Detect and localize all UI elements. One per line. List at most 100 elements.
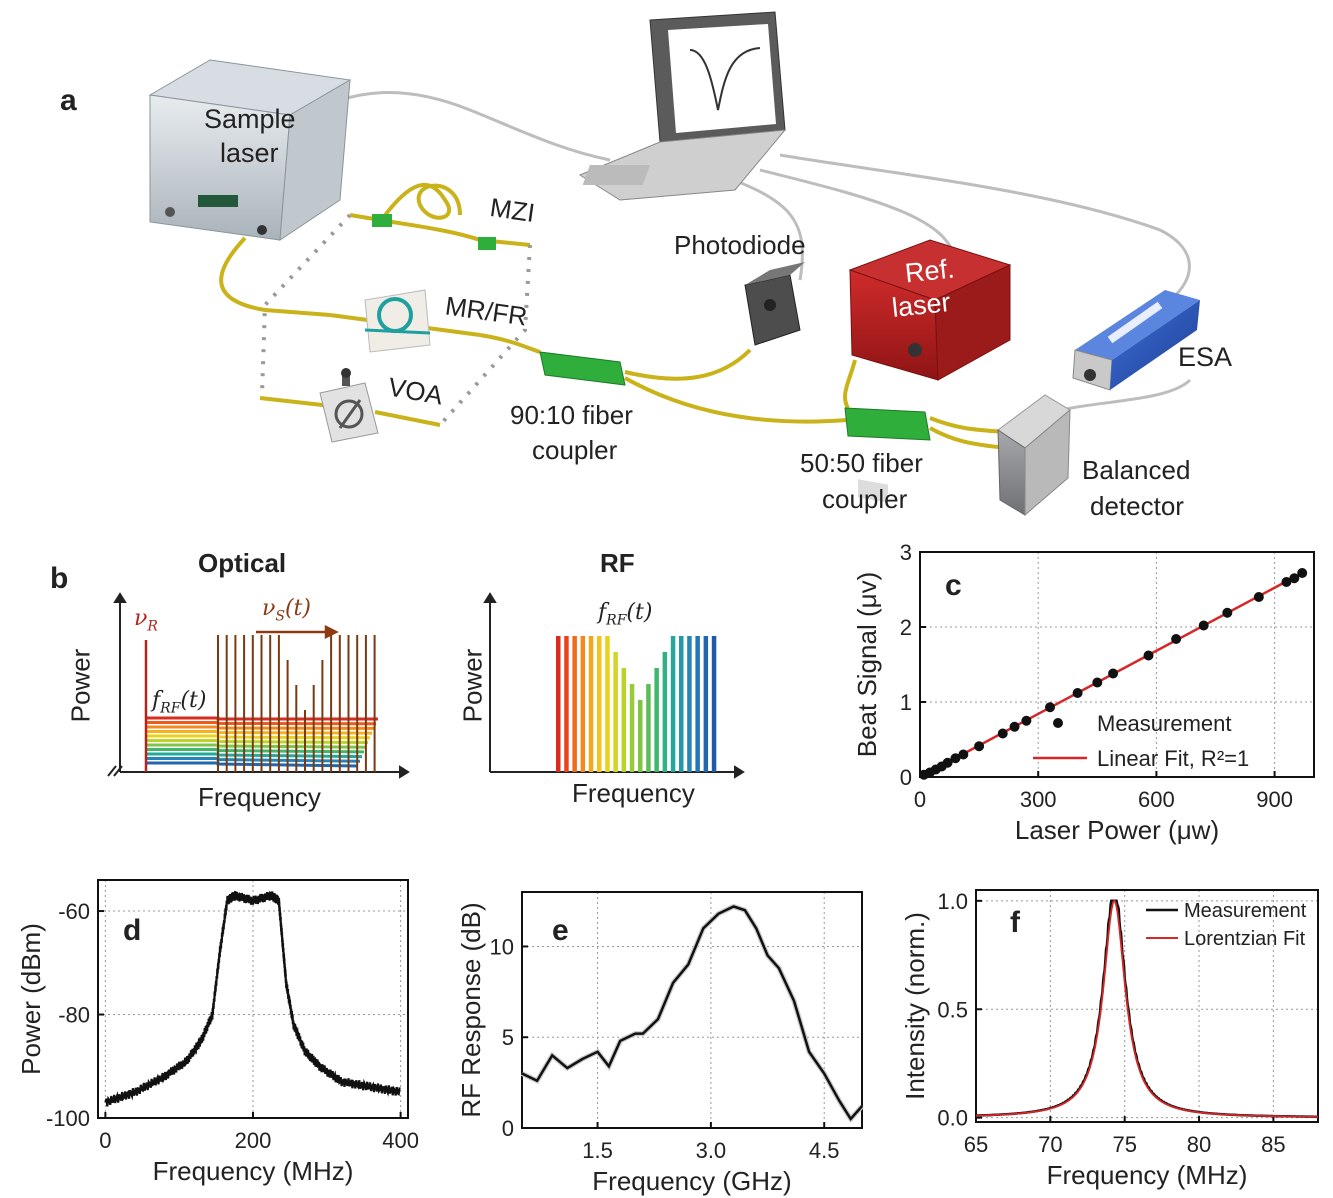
x-axis-label: Frequency (MHz) (1047, 1160, 1248, 1190)
grid (522, 892, 862, 1129)
rf-bar (588, 636, 594, 772)
panel-a-letter: a (60, 84, 77, 117)
rf-bar (654, 668, 659, 772)
legend-marker-measurement (1053, 718, 1063, 728)
optical-ylabel: Power (65, 648, 96, 723)
panel-letter: e (552, 914, 569, 947)
x-axis-label: Laser Power (μw) (1015, 815, 1219, 845)
data-point (1171, 634, 1182, 644)
x-tick-label: 0 (99, 1128, 111, 1153)
panel-e: 1.5 3.0 4.5 0 5 10 Frequency (GHz) RF Response … (448, 870, 878, 1198)
data-point (1045, 702, 1056, 713)
x-tick-label: 600 (1138, 787, 1175, 812)
data-point (974, 741, 985, 752)
panel-b-letter: b (50, 562, 69, 595)
data-point (1297, 568, 1308, 578)
optical-step-line (146, 730, 373, 735)
label-photodiode: Photodiode (674, 230, 806, 260)
rf-bar (711, 636, 717, 772)
data-point (1281, 577, 1292, 587)
rf-title: RF (600, 548, 635, 578)
data-point (997, 728, 1008, 739)
data-point (1198, 620, 1209, 631)
f-rf-rf-label: fRF(t) (598, 600, 653, 629)
x-tick-label: 200 (235, 1128, 272, 1153)
y-tick-label: 1.0 (937, 889, 968, 914)
panel-f: 65 70 75 80 85 0.0 0.5 1.0 Frequency (MHz) Intens… (888, 870, 1333, 1198)
optical-xlabel: Frequency (198, 782, 321, 812)
y-tick-label: 1 (900, 690, 912, 715)
panel-c: 0 300 600 900 0 1 2 3 Laser Power (μw) Beat Signa… (840, 540, 1333, 860)
optical-spectrum-svg (107, 592, 745, 779)
plot-frame (975, 889, 1319, 1123)
data-point (958, 749, 969, 760)
y-axis-label: Power (dBm) (16, 923, 46, 1075)
y-tick-label: -60 (58, 899, 90, 924)
y-tick-label: 0 (900, 765, 912, 790)
response-noise-band (520, 903, 864, 1124)
plot-frame (919, 551, 1315, 778)
legend-label-fit: Lorentzian Fit (1184, 928, 1306, 950)
label-mzi: MZI (488, 192, 537, 228)
laptop-device (578, 11, 787, 201)
y-tick-label: 0.0 (937, 1106, 968, 1131)
x-tick-label: 3.0 (696, 1138, 727, 1163)
data-point (950, 753, 961, 764)
optical-axes (107, 592, 410, 779)
rf-axes (483, 592, 745, 779)
y-tick-label: 10 (490, 934, 514, 959)
nu-r-label: νR (134, 606, 158, 635)
x-tick-label: 80 (1187, 1132, 1211, 1157)
chart-c: 0 300 600 900 0 1 2 3 Laser Power (μw) Beat Signa… (852, 540, 1315, 845)
optical-sample-lines (217, 635, 376, 772)
data-point (1108, 668, 1119, 679)
panel-letter: f (1010, 906, 1021, 939)
rf-bar (621, 668, 627, 772)
photodiode-device (744, 262, 805, 346)
optical-step-line (146, 734, 371, 740)
coupler-5050-body (844, 407, 931, 441)
label-coupler-5050-2: coupler (822, 484, 908, 514)
x-axis-label: Frequency (GHz) (592, 1166, 791, 1196)
data-point (1072, 688, 1083, 698)
mrfr-chip (364, 289, 431, 353)
chart-f: 65 70 75 80 85 0.0 0.5 1.0 Frequency (MHz) Intens… (900, 889, 1319, 1190)
label-sample-laser-2: laser (220, 138, 279, 168)
legend-label-fit: Linear Fit, R²=1 (1097, 746, 1249, 771)
y-tick-label: 3 (900, 540, 912, 565)
rf-bar (580, 636, 586, 772)
y-tick-label: 0.5 (937, 997, 968, 1022)
balanced-detector-device (997, 394, 1071, 517)
voa-device (319, 368, 379, 443)
panel-b: b Optical RF νR νS(t) (0, 540, 780, 830)
x-tick-label: 65 (964, 1132, 988, 1157)
panel-a: a (0, 0, 1333, 530)
rf-bar (687, 636, 692, 772)
y-tick-label: -80 (58, 1003, 90, 1028)
x-tick-label: 900 (1256, 787, 1293, 812)
optical-step-line (146, 739, 369, 744)
panel-d: 0 200 400 -60 -80 -100 Frequency (MHz) Power (d… (0, 870, 445, 1198)
sample-laser-device (148, 59, 352, 241)
spectrum-trace (104, 890, 401, 1107)
y-tick-label: 5 (502, 1025, 514, 1050)
data-point (1253, 592, 1264, 602)
label-coupler-5050-1: 50:50 fiber (800, 448, 923, 478)
data-point (1289, 573, 1300, 584)
label-esa: ESA (1178, 342, 1233, 372)
x-tick-label: 85 (1261, 1132, 1285, 1157)
data-point (1009, 721, 1020, 732)
rf-bar (564, 636, 569, 772)
legend-label-measurement: Measurement (1097, 711, 1232, 736)
sweep-arrow (256, 624, 339, 640)
chart-e: 1.5 3.0 4.5 0 5 10 Frequency (GHz) RF Response … (456, 891, 864, 1196)
optical-step-line (146, 752, 363, 759)
x-axis-label: Frequency (MHz) (153, 1156, 354, 1186)
f-rf-optical-label: fRF(t) (152, 688, 207, 717)
x-tick-label: 0 (914, 787, 926, 812)
data-point (1143, 650, 1154, 661)
rf-bar (629, 684, 635, 772)
ref-laser-device (848, 239, 1012, 503)
label-ref-laser-1: Ref. (903, 253, 956, 289)
rf-bar (605, 636, 610, 772)
